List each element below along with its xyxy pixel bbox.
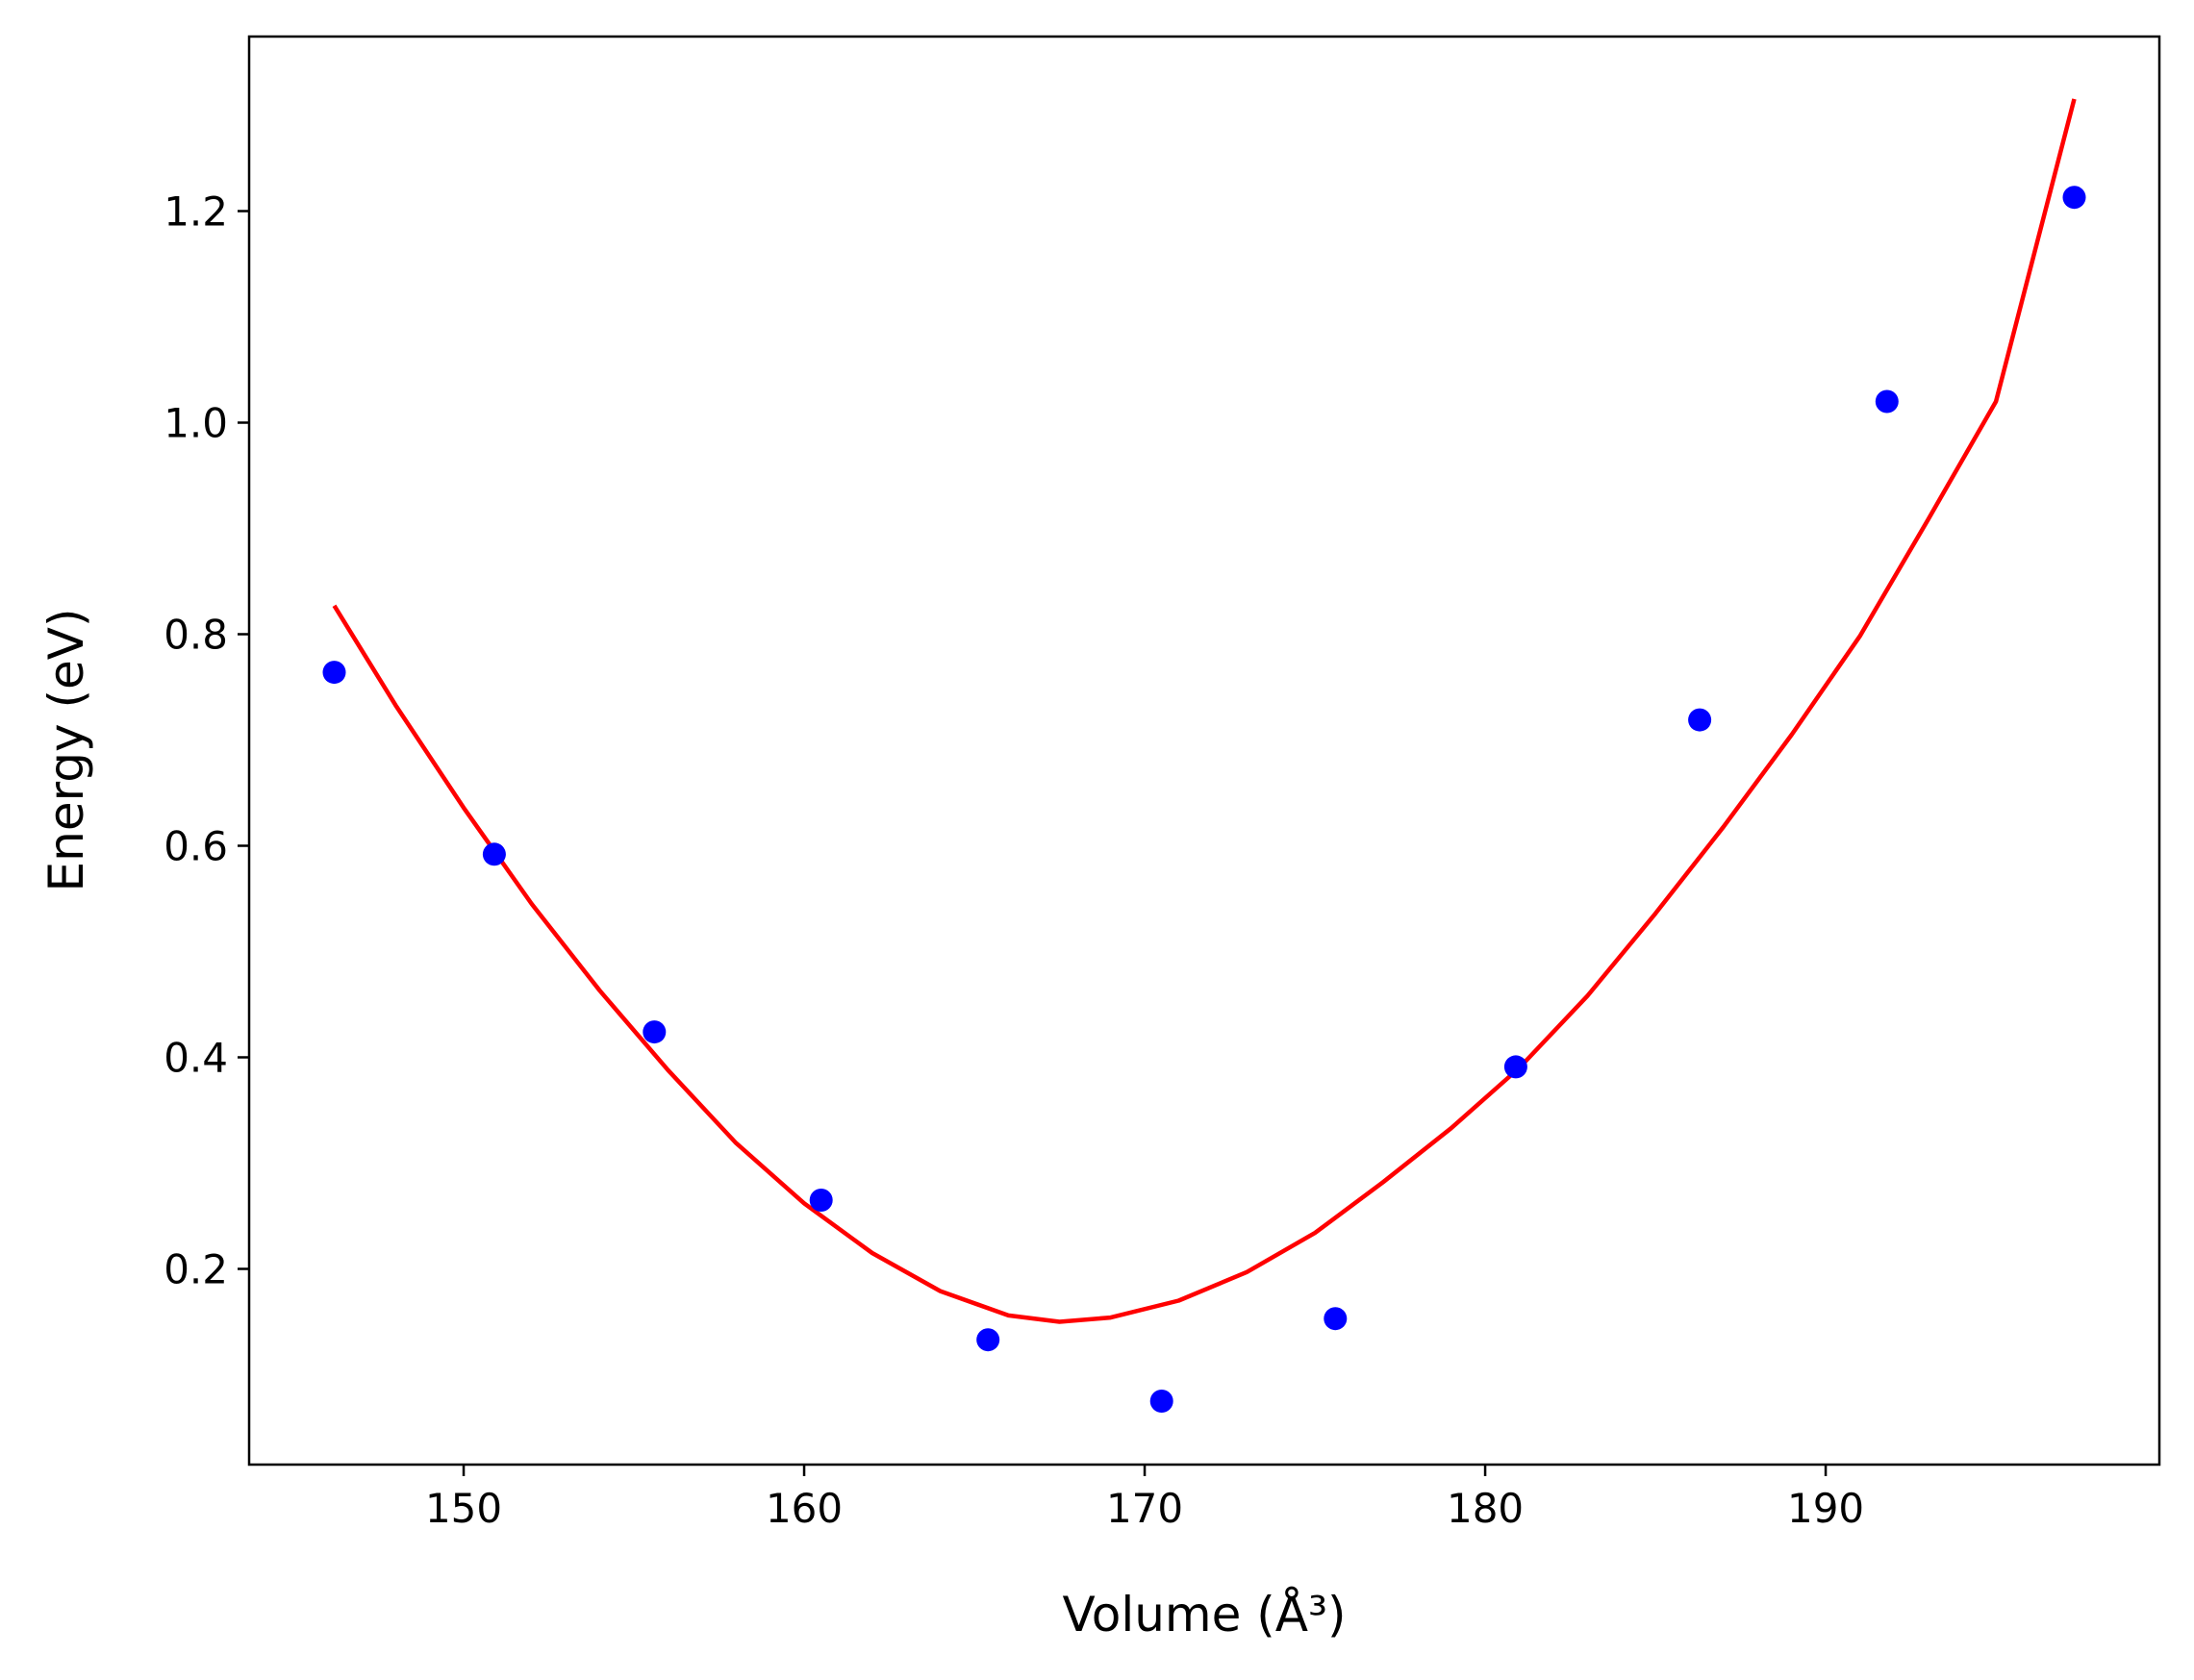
y-ticks-layer: 0.2 0.4 0.6 0.8 1.0 1.2 [164, 188, 249, 1293]
y-tick-label: 1.0 [164, 400, 228, 447]
y-axis-label: Energy (eV) [38, 609, 94, 892]
data-point [809, 1189, 833, 1212]
data-point [1875, 389, 1899, 414]
x-axis-label: Volume (Å³) [1062, 1586, 1346, 1642]
data-point [976, 1328, 1000, 1352]
fit-curve-line [332, 98, 2077, 1324]
data-point [1324, 1307, 1348, 1331]
y-tick-label: 0.6 [164, 823, 228, 870]
x-tick-label: 190 [1787, 1485, 1864, 1532]
axes-frame [247, 35, 2161, 1467]
x-tick-label: 180 [1447, 1485, 1524, 1532]
x-tick-label: 170 [1106, 1485, 1183, 1532]
data-point [2062, 186, 2086, 210]
x-ticks-layer: 150 160 170 180 190 [425, 1465, 1864, 1532]
data-point [1149, 1390, 1173, 1413]
data-point [643, 1020, 667, 1044]
data-points-layer [322, 186, 2086, 1413]
y-tick-label: 0.4 [164, 1035, 228, 1082]
x-tick-label: 150 [425, 1485, 502, 1532]
y-tick-label: 1.2 [164, 188, 228, 236]
x-tick-label: 160 [766, 1485, 843, 1532]
data-point [1503, 1055, 1527, 1079]
data-point [482, 842, 506, 866]
data-point [1688, 708, 1712, 732]
fit-curve-layer [332, 98, 2077, 1324]
y-tick-label: 0.8 [164, 612, 228, 659]
y-tick-label: 0.2 [164, 1246, 228, 1293]
data-point [322, 661, 346, 685]
